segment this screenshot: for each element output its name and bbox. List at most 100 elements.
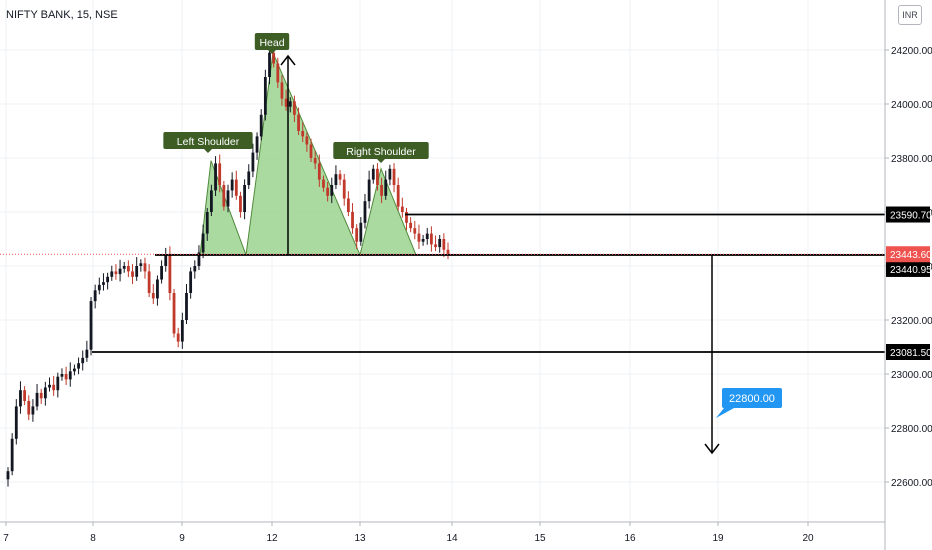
candle-body — [131, 271, 134, 277]
candle-body — [126, 266, 130, 272]
x-tick-label: 16 — [624, 533, 636, 544]
x-tick-label: 8 — [90, 533, 96, 544]
candlestick-series — [6, 43, 450, 487]
candle-body — [226, 190, 230, 207]
candle-body — [425, 233, 429, 239]
y-tick-label: 22600.00 — [891, 478, 932, 489]
candle-body — [85, 349, 89, 358]
target-arrow-head — [704, 443, 720, 455]
candle-body — [35, 392, 39, 407]
svg-text:22800.00: 22800.00 — [729, 393, 775, 405]
candle-body — [446, 249, 450, 256]
projection-arrows — [280, 54, 720, 455]
candle-body — [276, 63, 280, 83]
candle-body — [351, 212, 354, 229]
candle-body — [201, 233, 205, 253]
candle-body — [73, 368, 76, 372]
candle-body — [272, 52, 276, 64]
currency-button[interactable]: INR — [898, 5, 922, 25]
candle-body — [43, 387, 47, 399]
candle-body — [106, 276, 110, 283]
candle-body — [209, 190, 213, 212]
x-tick-label: 15 — [534, 533, 546, 544]
candle-body — [147, 271, 151, 293]
candle-body — [135, 266, 139, 277]
support-axis-tag: 23081.50 — [886, 343, 932, 360]
x-tick-label: 14 — [446, 533, 458, 544]
candle-body — [48, 384, 51, 388]
candle-body — [97, 284, 101, 291]
candle-body — [10, 438, 14, 472]
candle-body — [180, 320, 184, 342]
candle-body — [284, 98, 288, 107]
candle-body — [122, 266, 126, 269]
svg-text:Right Shoulder: Right Shoulder — [346, 146, 416, 158]
candle-body — [143, 263, 147, 272]
candle-body — [64, 374, 68, 380]
x-tick-label: 19 — [712, 533, 724, 544]
candle-body — [268, 52, 271, 77]
candle-body — [409, 222, 413, 229]
candle-body — [110, 271, 114, 277]
candle-body — [185, 293, 188, 320]
neckline-axis-tag: 23440.95 — [886, 260, 932, 277]
candle-body — [305, 136, 309, 145]
candle-body — [164, 255, 168, 266]
head-and-shoulders-pattern — [199, 50, 417, 256]
candle-body — [77, 363, 80, 369]
candle-body — [421, 239, 425, 242]
candle-body — [118, 268, 122, 275]
candle-body — [330, 185, 334, 196]
candle-body — [160, 266, 163, 280]
candle-body — [139, 263, 143, 266]
candle-body — [301, 131, 305, 137]
y-tick-label: 24200.00 — [891, 46, 932, 57]
candle-body — [326, 187, 330, 196]
svg-text:23590.70: 23590.70 — [890, 211, 932, 222]
candle-body — [334, 174, 338, 185]
candle-body — [197, 252, 201, 266]
resistance-axis-tag: 23590.70 — [886, 206, 932, 223]
candle-body — [438, 239, 442, 248]
y-tick-label: 22800.00 — [891, 424, 932, 435]
candle-body — [338, 174, 342, 180]
candle-body — [234, 179, 238, 196]
y-tick-label: 24000.00 — [891, 100, 932, 111]
candle-body — [251, 152, 255, 172]
candle-body — [31, 406, 35, 415]
candle-body — [396, 185, 400, 207]
svg-text:Left Shoulder: Left Shoulder — [177, 136, 240, 148]
candle-body — [363, 201, 367, 223]
candle-body — [342, 179, 346, 199]
left-shoulder-label: Left Shoulder — [163, 132, 253, 153]
candle-body — [68, 371, 72, 380]
symbol-title: NIFTY BANK, 15, NSE — [6, 9, 118, 21]
candle-body — [189, 271, 193, 293]
candle-body — [263, 77, 267, 115]
x-tick-label: 7 — [3, 533, 9, 544]
candle-body — [89, 301, 93, 350]
candle-body — [156, 279, 159, 299]
candle-body — [114, 271, 118, 275]
candle-body — [93, 290, 97, 302]
candle-body — [317, 163, 321, 180]
candle-body — [259, 114, 263, 137]
candle-body — [255, 136, 259, 153]
candle-body — [60, 374, 64, 377]
candle-body — [39, 392, 43, 399]
candle-body — [413, 228, 417, 234]
candle-body — [388, 168, 392, 180]
candle-body — [151, 293, 155, 299]
candle-body — [205, 212, 209, 234]
candle-body — [230, 179, 234, 191]
candle-body — [247, 171, 251, 185]
y-tick-label: 23800.00 — [891, 154, 932, 165]
candle-body — [346, 198, 350, 212]
candle-body — [309, 144, 313, 158]
candle-body — [442, 239, 446, 250]
target-label: 22800.00 — [716, 388, 782, 418]
candle-body — [56, 376, 60, 391]
candle-body — [23, 390, 27, 401]
